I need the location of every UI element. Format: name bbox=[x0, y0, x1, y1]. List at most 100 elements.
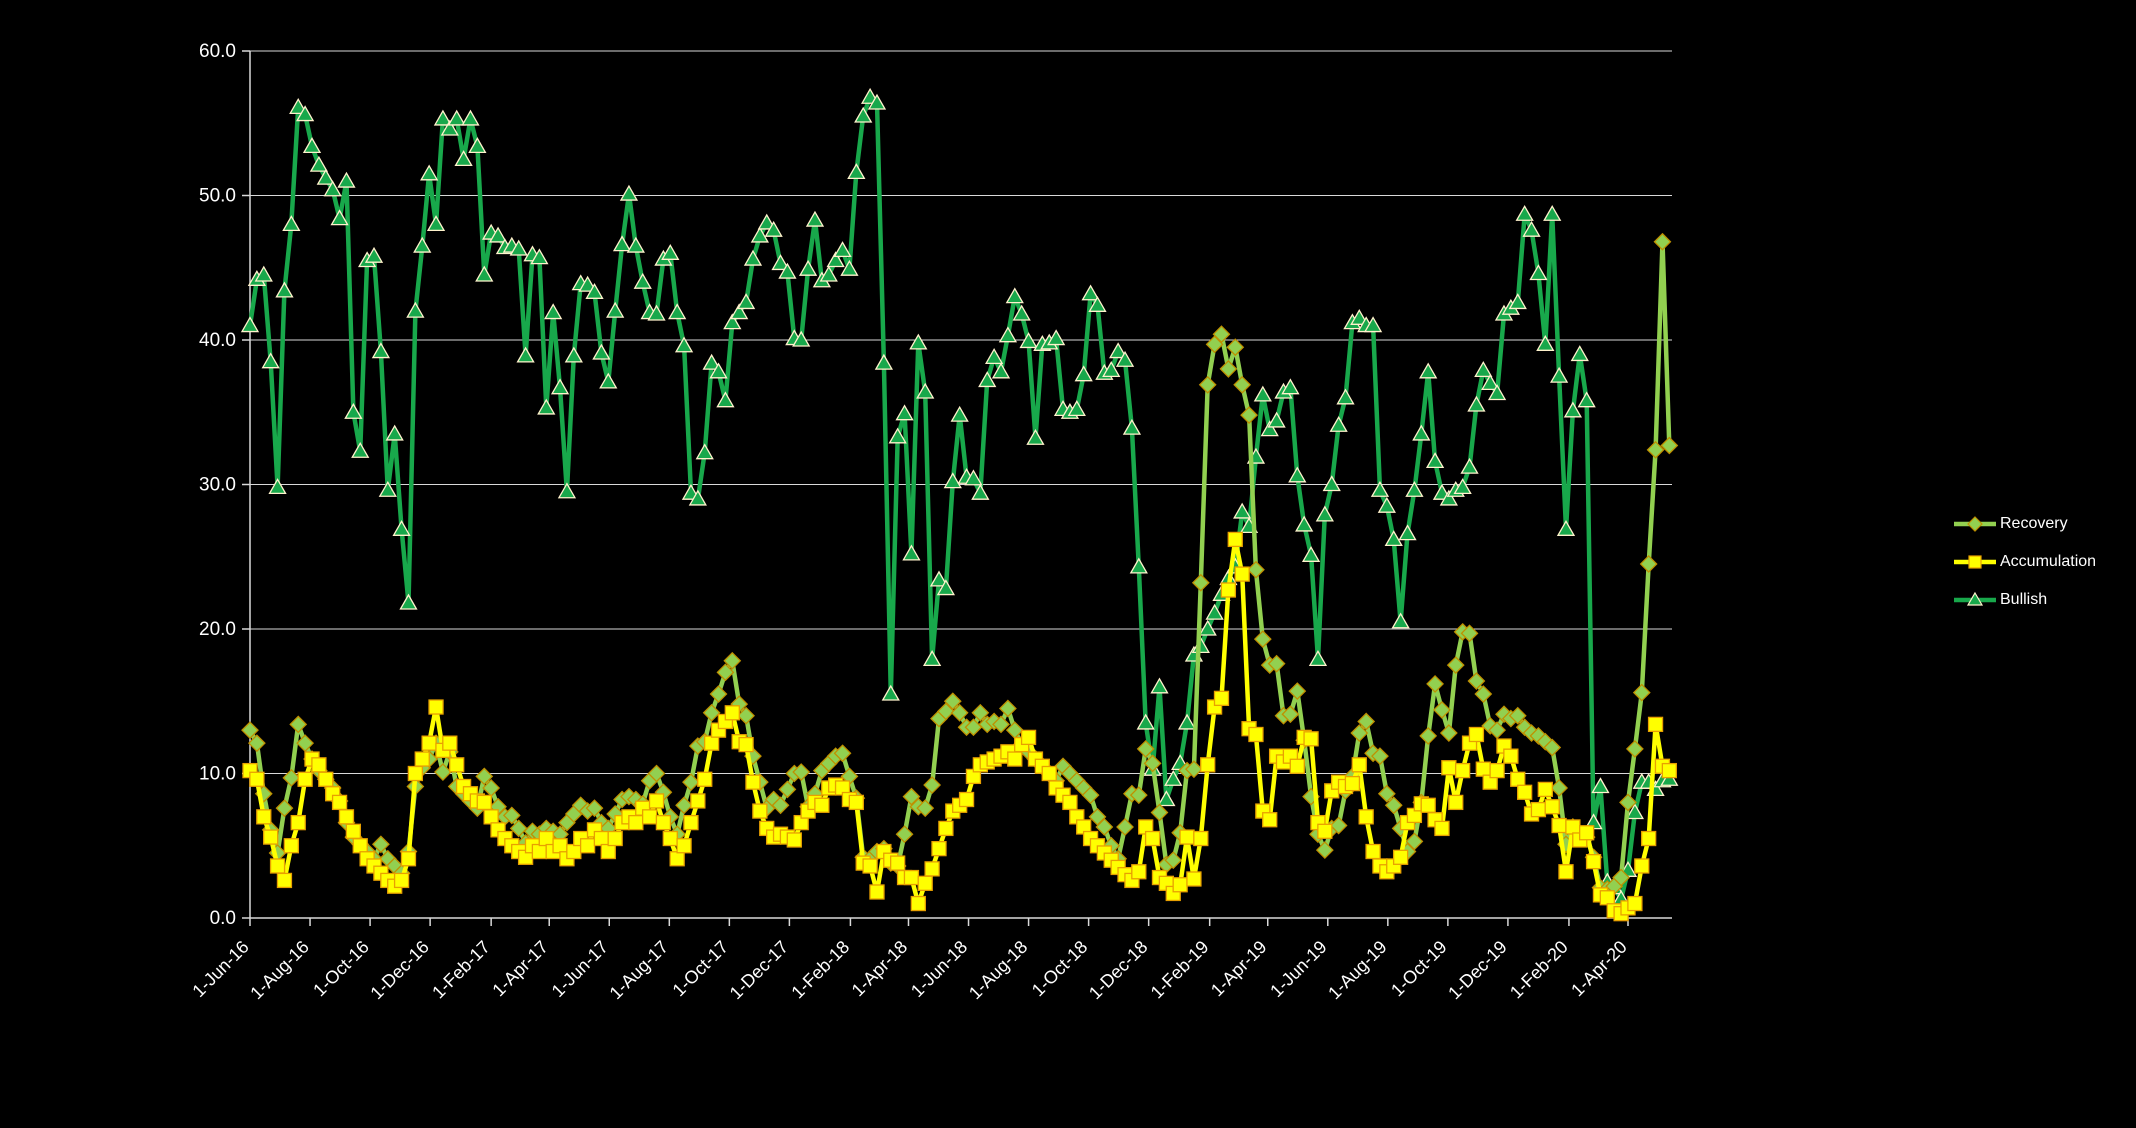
triangle-marker bbox=[1419, 362, 1438, 379]
triangle-marker bbox=[1412, 424, 1431, 441]
triangle-marker bbox=[929, 570, 949, 587]
triangle-marker bbox=[261, 352, 280, 369]
diamond-marker bbox=[1619, 793, 1637, 812]
triangle-marker bbox=[1115, 350, 1135, 367]
square-marker bbox=[1344, 775, 1361, 792]
square-marker bbox=[931, 840, 947, 857]
diamond-marker bbox=[502, 806, 521, 825]
x-axis-label: 1-Oct-18 bbox=[1028, 937, 1092, 1001]
square-marker bbox=[442, 735, 458, 751]
triangle-marker bbox=[991, 362, 1011, 379]
x-axis-label: 1-Aug-18 bbox=[965, 937, 1032, 1004]
square-marker bbox=[449, 757, 465, 773]
square-marker bbox=[1262, 812, 1278, 828]
x-axis-label: 1-Apr-19 bbox=[1207, 937, 1271, 1001]
triangle-marker bbox=[1308, 650, 1328, 666]
diamond-marker bbox=[1329, 816, 1348, 835]
diamond-marker bbox=[1405, 832, 1424, 851]
square-marker bbox=[600, 843, 616, 860]
square-marker bbox=[724, 705, 740, 721]
triangle-marker bbox=[1425, 452, 1445, 469]
diamond-marker bbox=[1488, 721, 1507, 740]
diamond-marker bbox=[1550, 779, 1569, 797]
triangle-marker bbox=[668, 303, 687, 320]
diamond-marker bbox=[1198, 375, 1217, 394]
triangle-marker bbox=[1570, 345, 1589, 362]
triangle-marker bbox=[1529, 264, 1548, 281]
diamond-marker bbox=[1460, 624, 1479, 643]
square-marker bbox=[538, 830, 554, 847]
x-axis-label: 1-Oct-16 bbox=[309, 937, 373, 1001]
square-marker bbox=[552, 838, 568, 854]
diamond-marker bbox=[1116, 818, 1134, 836]
square-marker bbox=[263, 829, 279, 845]
triangle-marker bbox=[406, 301, 425, 318]
triangle-marker bbox=[316, 168, 335, 185]
triangle-marker bbox=[289, 98, 308, 115]
square-marker bbox=[683, 814, 699, 831]
square-marker bbox=[331, 794, 348, 811]
triangle-marker bbox=[792, 330, 811, 347]
triangle-marker bbox=[1556, 519, 1576, 536]
triangle-marker bbox=[750, 226, 769, 243]
x-axis-label: 1-Feb-20 bbox=[1506, 937, 1572, 1003]
square-marker bbox=[531, 843, 548, 860]
square-marker bbox=[407, 765, 424, 782]
triangle-marker bbox=[647, 304, 666, 321]
diamond-marker bbox=[902, 787, 921, 806]
triangle-marker bbox=[695, 443, 714, 460]
square-marker bbox=[848, 794, 864, 811]
triangle-marker bbox=[578, 275, 597, 292]
diamond-marker bbox=[1646, 440, 1665, 459]
triangle-marker bbox=[805, 210, 825, 227]
triangle-marker bbox=[730, 303, 749, 320]
triangle-marker bbox=[1260, 420, 1279, 437]
triangle-marker bbox=[984, 348, 1004, 364]
triangle-marker bbox=[840, 259, 859, 276]
square-marker bbox=[1186, 871, 1202, 887]
diamond-marker bbox=[1129, 786, 1148, 805]
triangle-marker bbox=[1384, 530, 1403, 547]
triangle-marker bbox=[351, 441, 370, 458]
triangle-marker bbox=[1453, 478, 1472, 495]
diamond-marker bbox=[1384, 796, 1403, 815]
triangle-marker bbox=[1398, 524, 1417, 541]
legend-item-bullish: Bullish bbox=[1952, 588, 2096, 612]
x-axis-label: 1-Apr-20 bbox=[1567, 937, 1631, 1001]
legend-label: Accumulation bbox=[2000, 553, 2097, 570]
square-marker bbox=[1489, 762, 1505, 779]
x-axis-label: 1-Dec-16 bbox=[366, 937, 432, 1003]
diamond-marker bbox=[1247, 560, 1265, 579]
triangle-marker bbox=[619, 184, 639, 201]
triangle-marker bbox=[295, 105, 315, 122]
triangle-marker bbox=[1164, 769, 1183, 786]
triangle-marker bbox=[874, 353, 894, 370]
diamond-marker bbox=[923, 776, 942, 794]
triangle-marker bbox=[1295, 515, 1314, 532]
triangle-marker bbox=[475, 265, 494, 282]
diamond-marker bbox=[1508, 706, 1527, 725]
square-marker bbox=[1289, 758, 1305, 774]
triangle-marker bbox=[798, 259, 818, 276]
diamond-marker bbox=[1446, 656, 1465, 675]
triangle-marker bbox=[282, 215, 301, 232]
triangle-marker bbox=[323, 180, 342, 197]
triangle-marker bbox=[964, 469, 983, 486]
square-marker bbox=[249, 771, 265, 787]
diamond-marker bbox=[1081, 786, 1100, 805]
triangle-marker bbox=[1481, 374, 1500, 390]
square-marker bbox=[1317, 823, 1333, 839]
triangle-marker bbox=[909, 333, 928, 350]
triangle-marker bbox=[378, 480, 397, 497]
y-axis-label: 10.0 bbox=[199, 764, 236, 785]
square-marker bbox=[1468, 726, 1485, 743]
triangle-marker bbox=[978, 371, 997, 388]
diamond-marker bbox=[709, 685, 728, 703]
square-marker bbox=[1179, 829, 1195, 845]
diamond-marker bbox=[1095, 818, 1114, 836]
square-marker bbox=[1544, 799, 1560, 815]
triangle-marker bbox=[530, 248, 549, 265]
diamond-marker bbox=[1233, 375, 1252, 394]
square-marker bbox=[1144, 830, 1161, 847]
diamond-marker bbox=[971, 703, 990, 722]
